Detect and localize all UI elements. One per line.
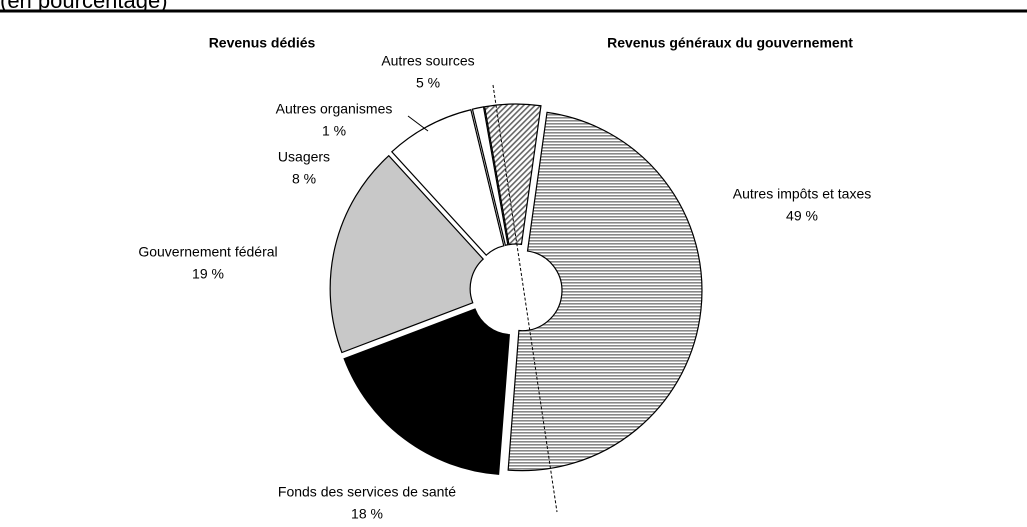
- slice-value: 5 %: [416, 75, 440, 91]
- group-label: Revenus généraux du gouvernement: [607, 35, 853, 51]
- pie-slice: [329, 154, 485, 354]
- slice-value: 19 %: [192, 266, 224, 282]
- group-label: Revenus dédiés: [209, 35, 316, 51]
- slice-value: 8 %: [292, 171, 316, 187]
- slice-label: Autres sources: [381, 53, 474, 69]
- slice-value: 49 %: [786, 208, 818, 224]
- slice-label: Autres impôts et taxes: [733, 186, 872, 202]
- leader-line: [407, 115, 429, 132]
- divider: [492, 84, 558, 513]
- pie-slice: [471, 106, 509, 246]
- pie-slice: [483, 103, 542, 246]
- slice-label: Autres organismes: [276, 101, 393, 117]
- pie-slice: [390, 109, 505, 257]
- pie-slice: [343, 308, 510, 475]
- slice-label: Usagers: [278, 149, 330, 165]
- slice-label: Gouvernement fédéral: [138, 244, 277, 260]
- slice-value: 1 %: [322, 123, 346, 139]
- slice-label: Fonds des services de santé: [278, 484, 456, 500]
- pie-slice: [507, 111, 703, 472]
- slice-value: 18 %: [351, 506, 383, 522]
